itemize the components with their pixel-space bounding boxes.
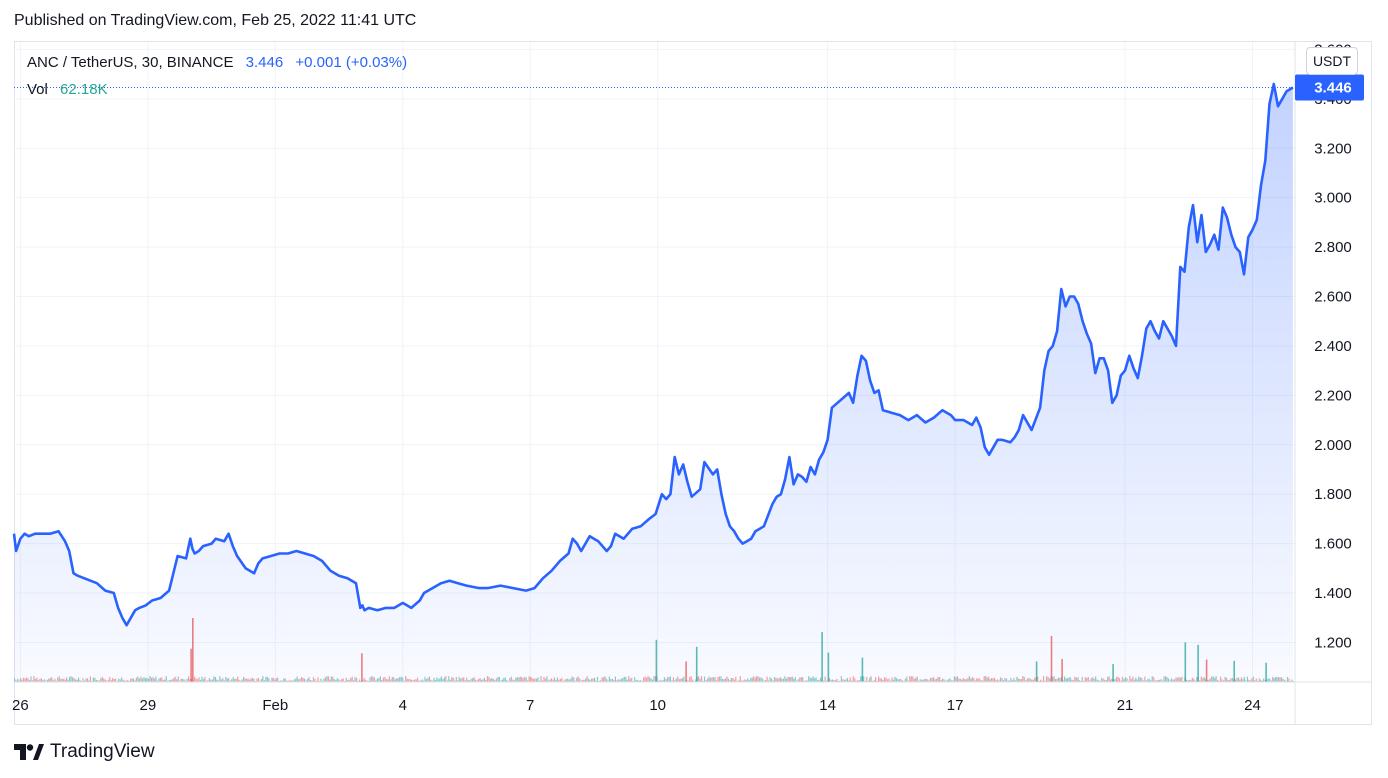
currency-unit-button[interactable]: USDT [1306,47,1358,75]
tradingview-logo-icon [14,743,44,760]
published-caption: Published on TradingView.com, Feb 25, 20… [14,12,417,29]
time-tick-label: 26 [12,697,29,714]
volume-label: Vol [27,81,48,98]
price-axis[interactable]: 1.200 1.400 1.600 1.800 2.000 2.200 2.400 2.600… [1314,41,1352,651]
brand-name: TradingView [50,741,155,762]
time-tick-label: 29 [139,697,156,714]
time-tick-label: 21 [1117,697,1134,714]
price-line [12,82,1294,627]
time-tick-label: Feb [262,697,288,714]
price-tick-label: 1.400 [1314,585,1352,602]
price-tick-label: 3.000 [1314,190,1352,207]
price-tick-label: 2.200 [1314,387,1352,404]
time-tick-label: 17 [947,697,964,714]
volume-legend[interactable]: Vol 62.18K [27,81,108,98]
time-tick-label: 14 [819,697,836,714]
price-change-readout: +0.001 (+0.03%) [295,54,408,71]
last-price-value: 3.446 [1314,79,1352,96]
price-tick-label: 1.800 [1314,486,1352,503]
chart-frame [14,41,1372,725]
price-area-fill [14,84,1293,682]
time-tick-label: 24 [1244,697,1261,714]
last-price-badge: 3.446 [1295,74,1364,101]
price-tick-label: 1.200 [1314,634,1352,651]
time-axis[interactable]: 26 29 Feb 4 7 10 14 17 21 24 [12,697,1261,714]
time-tick-label: 10 [649,697,666,714]
price-tick-label: 1.600 [1314,536,1352,553]
price-tick-label: 3.200 [1314,140,1352,157]
tradingview-logo[interactable]: TradingView [14,741,155,763]
symbol-legend[interactable]: ANC / TetherUS, 30, BINANCE 3.446 +0.001… [27,54,407,71]
price-tick-label: 2.000 [1314,437,1352,454]
last-price-readout: 3.446 [245,54,284,71]
price-tick-label: 2.800 [1314,239,1352,256]
price-tick-label: 2.600 [1314,289,1352,306]
time-tick-label: 4 [399,697,407,714]
symbol-title: ANC / TetherUS, 30, BINANCE [27,54,234,71]
volume-value: 62.18K [60,81,108,98]
price-tick-label: 2.400 [1314,338,1352,355]
time-tick-label: 7 [526,697,534,714]
